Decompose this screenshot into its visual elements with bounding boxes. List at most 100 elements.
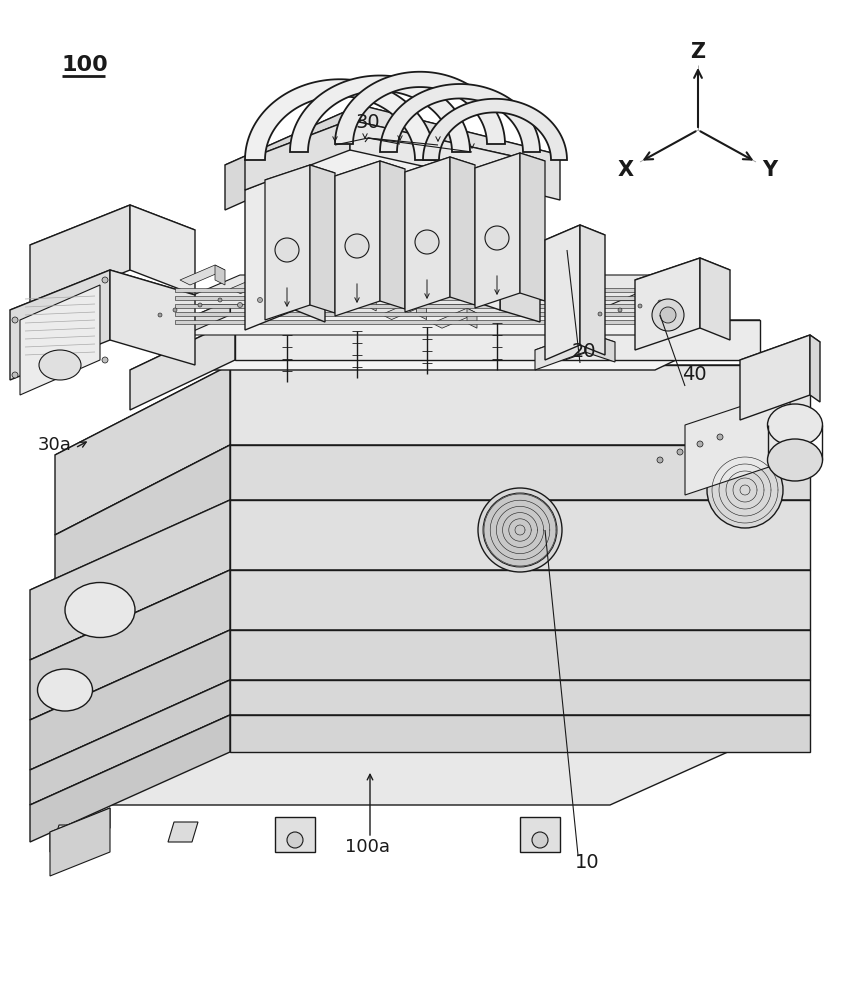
Circle shape [337,279,343,284]
Polygon shape [150,300,230,350]
Polygon shape [30,500,810,590]
Polygon shape [290,76,470,152]
Polygon shape [55,365,230,535]
Circle shape [415,230,439,254]
Polygon shape [382,300,427,320]
Polygon shape [225,105,560,215]
Circle shape [173,308,177,312]
Polygon shape [380,84,540,152]
Polygon shape [810,335,820,402]
Circle shape [198,303,202,307]
Text: 100: 100 [62,55,109,75]
Polygon shape [30,680,230,805]
Polygon shape [30,680,810,770]
Polygon shape [55,445,230,590]
Polygon shape [245,120,530,200]
Polygon shape [545,225,605,250]
Polygon shape [350,120,530,190]
Polygon shape [230,680,810,715]
Polygon shape [467,308,477,328]
Polygon shape [30,205,130,310]
Polygon shape [335,161,405,184]
Polygon shape [265,165,335,188]
Circle shape [657,457,663,463]
Polygon shape [10,270,195,335]
Polygon shape [30,205,195,270]
Polygon shape [280,282,326,302]
Polygon shape [366,291,377,311]
Circle shape [483,493,557,567]
Polygon shape [635,258,730,292]
Polygon shape [230,570,810,630]
Circle shape [707,452,783,528]
Polygon shape [235,320,760,360]
Circle shape [12,317,18,323]
Text: 30: 30 [355,113,380,132]
Ellipse shape [37,669,93,711]
Polygon shape [405,157,475,180]
Polygon shape [520,153,545,301]
Text: 10: 10 [575,853,599,872]
Polygon shape [30,570,230,720]
Circle shape [618,308,622,312]
Circle shape [318,284,322,288]
Text: 40: 40 [682,365,706,384]
Polygon shape [230,365,810,445]
Polygon shape [30,500,230,660]
Polygon shape [55,445,810,535]
Polygon shape [130,205,195,295]
Circle shape [237,302,242,308]
Polygon shape [30,715,230,842]
Polygon shape [30,630,230,770]
Circle shape [287,832,303,848]
Polygon shape [230,445,810,500]
Text: 30a: 30a [38,436,72,454]
Polygon shape [265,165,310,320]
Polygon shape [332,291,377,311]
Polygon shape [316,282,326,302]
Circle shape [532,832,548,848]
Ellipse shape [768,439,823,481]
Polygon shape [50,808,110,852]
Polygon shape [265,274,275,294]
Circle shape [12,372,18,378]
Polygon shape [10,270,110,380]
Circle shape [658,300,662,304]
Polygon shape [310,165,335,313]
Polygon shape [168,822,198,842]
Circle shape [485,226,509,250]
Polygon shape [450,157,475,305]
Polygon shape [335,72,505,144]
Polygon shape [405,157,450,312]
Circle shape [478,488,562,572]
Ellipse shape [768,404,823,446]
Polygon shape [150,300,720,335]
Circle shape [275,238,299,262]
Polygon shape [53,825,83,845]
Circle shape [345,234,369,258]
Polygon shape [700,258,730,340]
Polygon shape [432,308,477,328]
Text: X: X [618,160,634,180]
Polygon shape [585,332,615,362]
Ellipse shape [39,350,81,380]
Polygon shape [180,265,225,285]
Polygon shape [580,225,605,355]
Circle shape [598,312,602,316]
Circle shape [638,304,642,308]
Polygon shape [685,390,790,495]
Text: Y: Y [762,160,778,180]
Polygon shape [130,320,760,370]
Polygon shape [500,180,540,322]
Polygon shape [475,153,545,176]
Polygon shape [475,153,520,308]
Text: 20: 20 [572,342,597,361]
Polygon shape [740,335,810,420]
Polygon shape [635,258,700,350]
Polygon shape [520,817,560,852]
Circle shape [697,441,703,447]
Polygon shape [175,320,640,324]
Circle shape [652,299,684,331]
Polygon shape [50,808,110,876]
Polygon shape [30,630,810,720]
